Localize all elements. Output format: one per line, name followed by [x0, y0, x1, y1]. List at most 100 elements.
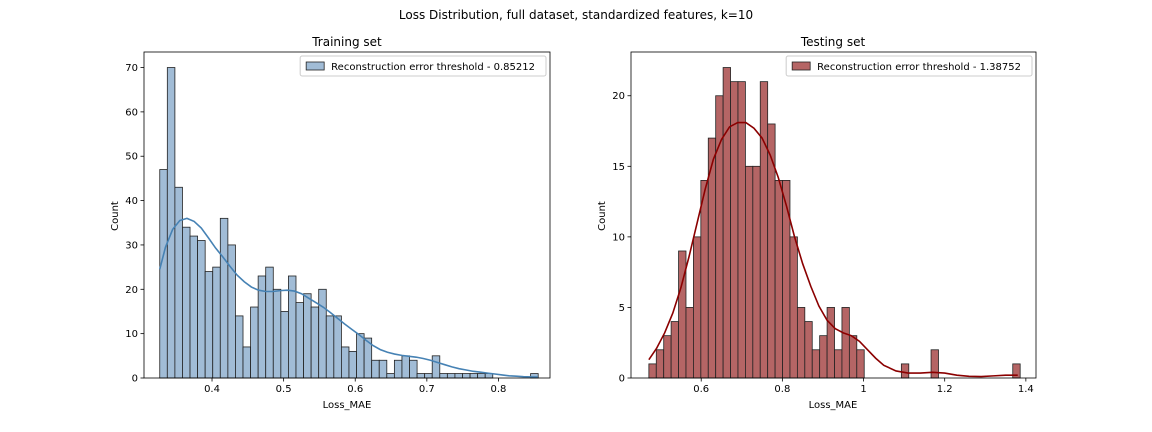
histogram-bar [767, 123, 776, 379]
histogram-bar [204, 271, 214, 379]
histogram-bar [212, 266, 221, 379]
y-tick-label: 10 [125, 329, 138, 340]
histogram-bar [745, 165, 754, 379]
histogram-bar [841, 307, 850, 379]
histogram-bar [834, 349, 843, 379]
subplot-training: Training set 0.4 0.5 0.6 0.7 0.8 0 10 20 30 40 50 6… [110, 35, 551, 411]
histogram-bar [378, 359, 388, 379]
x-tick-label: 0.4 [204, 384, 220, 395]
histogram-bar [159, 169, 168, 379]
legend-label-testing: Reconstruction error threshold - 1.38752 [817, 62, 1021, 73]
histogram-bar [219, 217, 229, 379]
subplot-title-testing: Testing set [800, 35, 866, 49]
y-axis-label-testing: Count [597, 201, 608, 231]
histogram-bar [930, 349, 939, 379]
histogram-bar [197, 240, 206, 379]
legend-training: Reconstruction error threshold - 0.85212 [299, 55, 547, 77]
histogram-bar [446, 373, 456, 379]
histogram-bar [325, 315, 335, 379]
histogram-bar [409, 359, 418, 379]
legend-swatch-training [305, 61, 325, 71]
histogram-bar [655, 349, 665, 379]
x-tick-label: 1 [860, 384, 866, 395]
histogram-bar [431, 355, 441, 379]
histogram-bar [819, 335, 828, 379]
y-tick-label: 0 [619, 374, 625, 385]
x-tick-label: 0.6 [693, 384, 709, 395]
histogram-bar [462, 373, 471, 379]
histogram-bar [401, 355, 410, 379]
axes-frame [630, 51, 1037, 379]
x-tick-label: 0.8 [774, 384, 790, 395]
histogram-bar [348, 350, 357, 379]
histogram-bar [782, 180, 791, 379]
figure-suptitle: Loss Distribution, full dataset, standar… [399, 8, 753, 22]
histogram-bar [796, 307, 806, 379]
histogram-bar [166, 67, 176, 379]
x-tick-label: 0.6 [347, 384, 363, 395]
histogram-bar [774, 180, 783, 379]
histogram-bar [356, 333, 365, 379]
histogram-bar [454, 373, 463, 379]
histogram-bar [722, 67, 731, 379]
kde-line [648, 121, 1018, 378]
histogram-bar [386, 373, 395, 379]
histogram-bar [826, 307, 835, 379]
y-tick-label: 10 [612, 232, 625, 243]
histogram-bar [310, 306, 320, 379]
y-tick-label: 15 [612, 162, 625, 173]
kde-line [158, 217, 538, 378]
histogram-bar [439, 373, 448, 379]
legend-swatch-testing [791, 61, 811, 71]
subplot-title-training: Training set [311, 35, 382, 49]
histogram-bar [900, 363, 910, 379]
histogram-bar [182, 226, 191, 379]
histogram-bar [811, 349, 821, 379]
histogram-bar [848, 335, 858, 379]
histogram-bar [856, 349, 865, 379]
histogram-bar [371, 359, 380, 379]
histogram-bar [789, 236, 798, 379]
histogram-bar [189, 235, 198, 379]
histogram-bar [737, 81, 746, 379]
histogram-bar [804, 321, 813, 379]
histogram-bar [250, 306, 259, 379]
histogram-bar [670, 321, 679, 379]
histogram-bar [759, 81, 769, 379]
histogram-bar [648, 363, 657, 379]
legend-box-training [299, 55, 547, 77]
y-tick-label: 20 [612, 91, 625, 102]
y-tick-label: 20 [125, 285, 138, 296]
histogram-bar [416, 373, 426, 379]
histogram-bar [272, 288, 282, 379]
plot-area-training: 0.4 0.5 0.6 0.7 0.8 0 10 20 30 40 50 60 70 [125, 51, 551, 395]
legend-testing: Reconstruction error threshold - 1.38752 [785, 55, 1033, 77]
histogram-bar [469, 373, 479, 379]
histogram-bar [295, 302, 304, 379]
histogram-bar [318, 288, 327, 379]
histogram-bar [424, 373, 433, 379]
histogram-bar [265, 266, 274, 379]
y-axis-label-training: Count [110, 201, 121, 231]
y-tick-label: 70 [125, 63, 138, 74]
histogram-bar [752, 165, 761, 379]
x-tick-label: 0.8 [490, 384, 506, 395]
y-tick-label: 50 [125, 152, 138, 163]
x-tick-label: 1.4 [1018, 384, 1034, 395]
legend-label-training: Reconstruction error threshold - 0.85212 [331, 62, 535, 73]
x-tick-label: 0.5 [276, 384, 292, 395]
histogram-bar [685, 307, 694, 379]
histogram-bar [303, 293, 312, 379]
histogram-bar [477, 373, 486, 379]
x-axis-label-training: Loss_MAE [323, 400, 372, 411]
legend-box-testing [785, 55, 1033, 77]
x-tick-label: 1.2 [937, 384, 953, 395]
y-tick-label: 60 [125, 107, 138, 118]
histogram-bar [700, 180, 709, 379]
histogram-bar [693, 236, 702, 379]
histogram-bar [242, 346, 251, 379]
y-tick-label: 40 [125, 196, 138, 207]
axes-frame [143, 51, 551, 379]
histogram-bar [393, 359, 403, 379]
